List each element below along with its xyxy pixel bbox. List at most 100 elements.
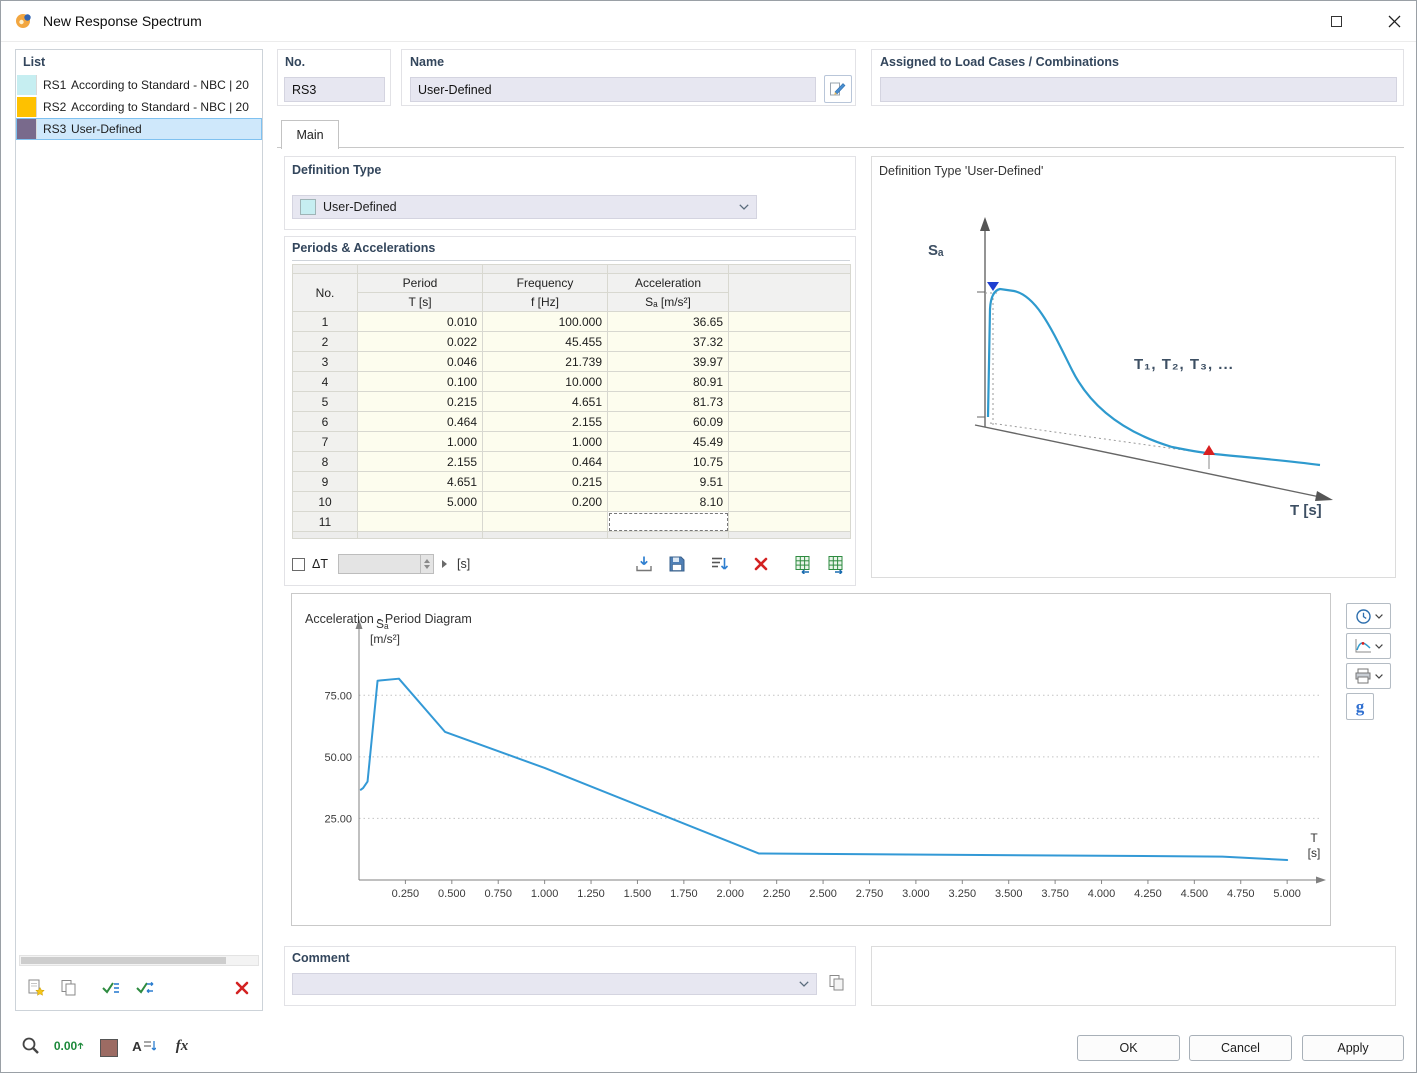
cell-acceleration[interactable]: 39.97 xyxy=(607,351,729,372)
cell-period[interactable]: 0.464 xyxy=(357,411,483,432)
delete-rows-button[interactable] xyxy=(747,551,775,577)
definition-type-group: Definition Type User-Defined xyxy=(284,156,856,230)
copy-entry-button[interactable] xyxy=(55,975,83,1001)
cell-frequency[interactable]: 0.200 xyxy=(482,491,608,512)
comment-combobox[interactable] xyxy=(292,973,817,995)
cell-acceleration[interactable]: 8.10 xyxy=(607,491,729,512)
excel-export-button[interactable] xyxy=(822,551,850,577)
cell-frequency[interactable]: 45.455 xyxy=(482,331,608,352)
svg-text:1.000: 1.000 xyxy=(531,888,559,900)
tab-main[interactable]: Main xyxy=(281,120,339,149)
cell-frequency[interactable]: 10.000 xyxy=(482,371,608,392)
cell-frequency[interactable]: 0.464 xyxy=(482,451,608,472)
schematic-y-label: Sₐ xyxy=(928,242,944,259)
cell-extra xyxy=(728,451,851,472)
assigned-input[interactable] xyxy=(880,77,1397,102)
definition-type-select[interactable]: User-Defined xyxy=(292,195,757,219)
cell-frequency[interactable]: 100.000 xyxy=(482,311,608,332)
excel-import-button[interactable] xyxy=(789,551,817,577)
ok-button[interactable]: OK xyxy=(1077,1035,1180,1061)
table-row: 6 0.464 2.155 60.09 xyxy=(292,411,851,432)
cell-no: 2 xyxy=(292,331,358,352)
cell-period[interactable] xyxy=(357,511,483,532)
list-horizontal-scrollbar[interactable] xyxy=(19,955,259,966)
cell-period[interactable]: 0.046 xyxy=(357,351,483,372)
check-transfer-button[interactable] xyxy=(131,975,159,1001)
cell-period[interactable]: 1.000 xyxy=(357,431,483,452)
cell-acceleration-focused[interactable] xyxy=(607,511,729,532)
clock-icon xyxy=(1355,608,1371,624)
cell-acceleration[interactable]: 10.75 xyxy=(607,451,729,472)
cell-frequency[interactable] xyxy=(482,511,608,532)
cell-frequency[interactable]: 1.000 xyxy=(482,431,608,452)
check-entries-button[interactable] xyxy=(97,975,125,1001)
cell-period[interactable]: 0.010 xyxy=(357,311,483,332)
color-settings-button[interactable] xyxy=(95,1035,123,1061)
delete-entry-button[interactable] xyxy=(228,975,256,1001)
svg-text:3.250: 3.250 xyxy=(949,888,977,900)
schematic-title: Definition Type 'User-Defined' xyxy=(879,164,1044,178)
g-button[interactable]: g xyxy=(1346,693,1374,720)
definition-type-value: User-Defined xyxy=(323,200,397,214)
cell-period[interactable]: 2.155 xyxy=(357,451,483,472)
check-list-icon xyxy=(102,982,119,994)
time-diagram-button[interactable] xyxy=(1346,603,1391,629)
name-input[interactable] xyxy=(410,77,816,102)
stepper-expand-button[interactable] xyxy=(437,554,451,574)
cell-frequency[interactable]: 21.739 xyxy=(482,351,608,372)
close-button[interactable] xyxy=(1371,1,1416,42)
rename-button[interactable] xyxy=(824,75,852,103)
delta-t-checkbox[interactable] xyxy=(292,557,305,571)
cell-period[interactable]: 0.022 xyxy=(357,331,483,352)
cancel-button[interactable]: Cancel xyxy=(1189,1035,1292,1061)
formula-button[interactable]: fx xyxy=(167,1033,197,1059)
svg-text:T: T xyxy=(1310,831,1318,845)
diagram-settings-button[interactable] xyxy=(1346,633,1391,659)
list-toolbar xyxy=(22,974,256,1002)
cell-acceleration[interactable]: 9.51 xyxy=(607,471,729,492)
comment-copy-button[interactable] xyxy=(823,970,851,996)
cell-no: 5 xyxy=(292,391,358,412)
stepper-arrows[interactable] xyxy=(420,555,433,573)
import-rows-button[interactable] xyxy=(630,551,658,577)
svg-text:3.500: 3.500 xyxy=(995,888,1023,900)
cell-acceleration[interactable]: 36.65 xyxy=(607,311,729,332)
maximize-button[interactable] xyxy=(1313,1,1360,42)
cell-frequency[interactable]: 2.155 xyxy=(482,411,608,432)
curve-icon xyxy=(1355,639,1371,653)
color-swatch xyxy=(17,97,37,117)
cell-acceleration[interactable]: 45.49 xyxy=(607,431,729,452)
find-button[interactable] xyxy=(17,1033,45,1059)
cell-acceleration[interactable]: 37.32 xyxy=(607,331,729,352)
units-button[interactable]: 0.00 xyxy=(51,1033,87,1059)
apply-button[interactable]: Apply xyxy=(1302,1035,1404,1061)
cell-period[interactable]: 0.215 xyxy=(357,391,483,412)
periods-table: No. Period Frequency Acceleration T [s] … xyxy=(292,264,851,539)
cell-period[interactable]: 0.100 xyxy=(357,371,483,392)
svg-text:50.00: 50.00 xyxy=(324,752,352,764)
delete-x-icon xyxy=(235,981,249,995)
delta-t-stepper[interactable] xyxy=(338,554,434,574)
list-item-rs1[interactable]: RS1 According to Standard - NBC | 20 xyxy=(16,74,262,96)
list-item-label: User-Defined xyxy=(71,122,142,136)
list-item-rs3[interactable]: RS3 User-Defined xyxy=(16,118,262,140)
sort-rows-button[interactable] xyxy=(705,551,733,577)
scrollbar-thumb[interactable] xyxy=(21,957,226,964)
save-rows-button[interactable] xyxy=(663,551,691,577)
apply-label: Apply xyxy=(1337,1041,1369,1055)
cell-acceleration[interactable]: 81.73 xyxy=(607,391,729,412)
schematic-annotation: T₁, T₂, T₃, ... xyxy=(1134,356,1234,373)
cell-period[interactable]: 5.000 xyxy=(357,491,483,512)
cell-frequency[interactable]: 4.651 xyxy=(482,391,608,412)
cell-period[interactable]: 4.651 xyxy=(357,471,483,492)
no-input[interactable] xyxy=(284,77,385,102)
list-item-rs2[interactable]: RS2 According to Standard - NBC | 20 xyxy=(16,96,262,118)
new-entry-button[interactable] xyxy=(22,975,50,1001)
cell-acceleration[interactable]: 80.91 xyxy=(607,371,729,392)
cell-frequency[interactable]: 0.215 xyxy=(482,471,608,492)
table-row: 2 0.022 45.455 37.32 xyxy=(292,331,851,352)
print-button[interactable] xyxy=(1346,663,1391,689)
list-item-no: RS1 xyxy=(43,78,67,92)
sort-az-button[interactable]: A xyxy=(127,1033,161,1059)
cell-acceleration[interactable]: 60.09 xyxy=(607,411,729,432)
